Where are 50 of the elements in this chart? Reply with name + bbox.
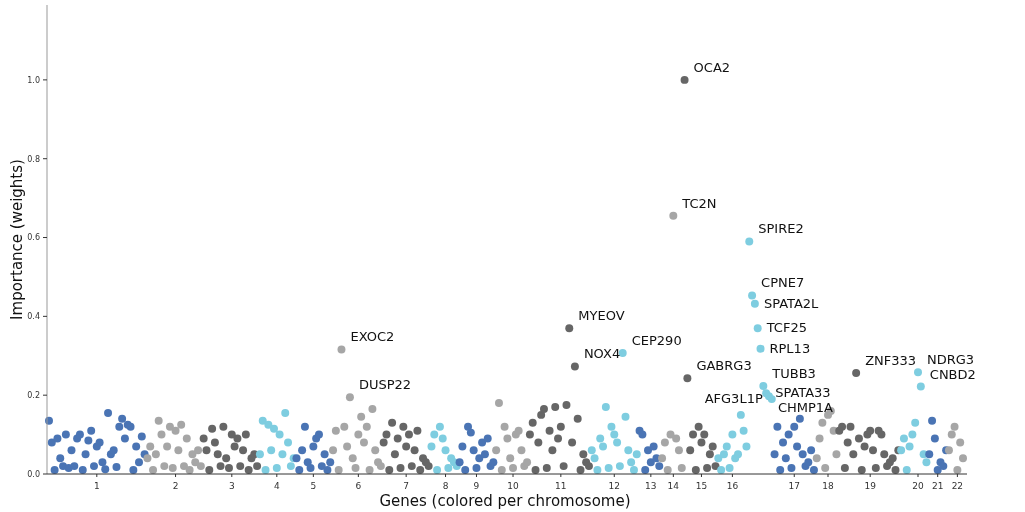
data-label: TCF25 <box>765 320 807 336</box>
data-label: CEP290 <box>631 333 682 349</box>
x-tick-label: 7 <box>403 481 410 491</box>
x-tick-label: 1 <box>93 481 100 491</box>
data-label: OCA2 <box>693 59 731 75</box>
data-label: CHMP1A <box>777 400 834 416</box>
x-tick-label: 13 <box>645 481 657 491</box>
x-tick-label: 15 <box>695 481 708 491</box>
x-tick-label: 21 <box>931 481 944 491</box>
y-tick-label: 0.8 <box>27 154 40 164</box>
x-tick-label: 16 <box>726 481 739 491</box>
x-tick-label: 3 <box>228 481 235 491</box>
y-tick-label: 0.2 <box>27 390 40 400</box>
data-label: NDRG3 <box>927 352 975 368</box>
data-label: CPNE7 <box>761 275 805 291</box>
data-label: TUBB3 <box>771 366 816 382</box>
data-label: GABRG3 <box>696 358 752 374</box>
x-tick-label: 12 <box>608 481 620 491</box>
y-axis-title: Importance (weights) <box>8 159 26 320</box>
x-tick-label: 10 <box>507 481 520 491</box>
x-tick-label: 17 <box>788 481 800 491</box>
data-label: TC2N <box>681 195 717 211</box>
x-tick-label: 20 <box>912 481 924 491</box>
x-tick-label: 9 <box>473 481 480 491</box>
x-tick-label: 4 <box>273 481 280 491</box>
x-tick-label: 22 <box>951 481 964 491</box>
x-tick-label: 18 <box>822 481 835 491</box>
x-tick-label: 5 <box>310 481 317 491</box>
data-label: NOX4 <box>583 346 621 362</box>
data-label: CNBD2 <box>929 366 976 382</box>
x-tick-label: 2 <box>172 481 179 491</box>
y-tick-label: 0.0 <box>27 469 40 479</box>
x-tick-label: 8 <box>442 481 449 491</box>
data-label: AFG3L1P <box>704 391 763 407</box>
data-label: ZNF333 <box>865 353 917 369</box>
x-tick-label: 6 <box>355 481 362 491</box>
y-tick-label: 1.0 <box>27 75 40 85</box>
data-label: SPIRE2 <box>758 221 804 237</box>
data-label: RPL13 <box>769 340 811 356</box>
data-label: SPATA2L <box>763 295 820 311</box>
y-tick-label: 0.4 <box>27 312 40 322</box>
data-label: DUSP22 <box>358 377 412 393</box>
x-tick-label: 19 <box>864 481 877 491</box>
data-label: EXOC2 <box>350 329 395 345</box>
y-tick-label: 0.6 <box>27 233 40 243</box>
x-tick-label: 14 <box>667 481 680 491</box>
data-label: MYEOV <box>578 308 625 324</box>
x-axis-title: Genes (colored per chromosome) <box>379 492 631 510</box>
data-label: SPATA33 <box>775 385 831 401</box>
x-tick-label: 11 <box>555 481 567 491</box>
